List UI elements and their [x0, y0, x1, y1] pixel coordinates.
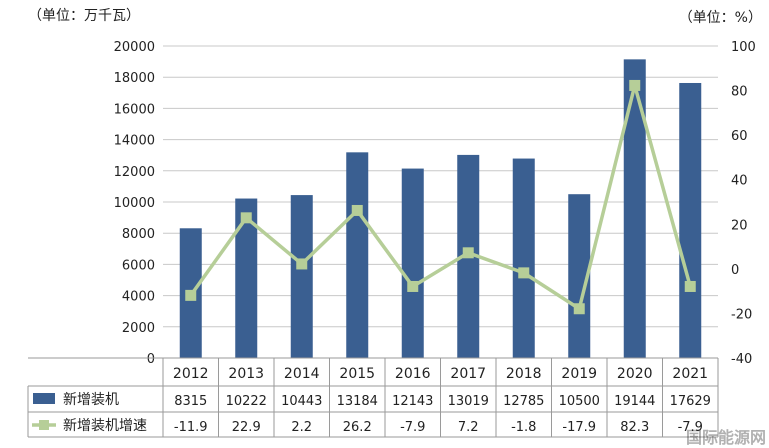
bar-value-label: 10500: [559, 394, 600, 409]
rate-value-label: -7.9: [678, 420, 703, 435]
legend-swatch-marker: [39, 420, 49, 430]
right-tick-label: 80: [731, 85, 748, 100]
category-label: 2013: [228, 366, 264, 382]
growth-rate-point: [518, 267, 530, 279]
left-tick-label: 18000: [114, 71, 155, 86]
left-tick-label: 14000: [114, 134, 155, 149]
rate-value-label: -17.9: [562, 420, 596, 435]
right-tick-label: 0: [731, 263, 739, 278]
growth-rate-point: [185, 289, 197, 301]
left-tick-label: 6000: [122, 258, 155, 273]
legend-label-line: 新增装机增速: [63, 418, 147, 434]
left-tick-label: 8000: [122, 227, 155, 242]
left-tick-label: 10000: [114, 196, 155, 211]
category-label: 2019: [561, 366, 597, 382]
bar-value-label: 13019: [448, 394, 489, 409]
right-tick-label: 60: [731, 129, 748, 144]
left-tick-label: 16000: [114, 102, 155, 117]
right-tick-label: -20: [731, 307, 752, 322]
right-tick-label: 100: [731, 40, 756, 55]
category-label: 2016: [395, 366, 431, 382]
bar-value-label: 12143: [392, 394, 433, 409]
legend-swatch-bars: [33, 393, 55, 404]
bar-value-label: 10443: [281, 394, 322, 409]
growth-rate-point: [462, 247, 474, 259]
right-tick-label: -40: [731, 352, 752, 367]
category-label: 2014: [284, 366, 320, 382]
left-tick-label: 2000: [122, 321, 155, 336]
growth-rate-line: [189, 83, 692, 311]
growth-rate-point: [573, 303, 585, 315]
right-axis-unit-label: （单位：%）: [679, 10, 762, 26]
growth-rate-point: [629, 79, 641, 91]
bar: [235, 198, 258, 358]
bar: [623, 59, 646, 358]
left-tick-label: 4000: [122, 290, 155, 305]
category-label: 2020: [617, 366, 653, 382]
rate-value-label: -7.9: [400, 420, 425, 435]
growth-rate-point: [684, 280, 696, 292]
bar: [290, 195, 313, 358]
watermark: 国际能源网: [686, 428, 766, 447]
left-tick-label: 0: [147, 352, 155, 367]
right-tick-label: 40: [731, 174, 748, 189]
left-axis-unit-label: （单位：万千瓦）: [28, 8, 140, 24]
left-tick-label: 20000: [114, 40, 155, 55]
growth-rate-point: [240, 212, 252, 224]
left-axis-ticks: 0 2000 4000 6000 8000 10000 12000 14000 16000 180…: [114, 40, 155, 367]
category-label: 2012: [173, 366, 209, 382]
bar: [568, 194, 591, 358]
bar-value-label: 12785: [503, 394, 544, 409]
bar-value-label: 10222: [226, 394, 267, 409]
growth-rate-point: [296, 258, 308, 270]
right-axis-ticks: -40 -20 0 20 40 60 80 100: [731, 40, 756, 367]
category-label: 2021: [672, 366, 708, 382]
growth-rate-point: [407, 280, 419, 292]
bar: [401, 168, 424, 358]
right-tick-label: 20: [731, 218, 748, 233]
rate-value-label: -1.8: [511, 420, 536, 435]
category-label: 2015: [339, 366, 375, 382]
bar: [346, 152, 369, 358]
bar: [512, 158, 535, 358]
bar-series: [179, 59, 702, 358]
rate-value-label: 26.2: [343, 420, 372, 435]
rate-value-label: -11.9: [174, 420, 208, 435]
growth-rate-series: [185, 79, 696, 315]
rate-value-label: 7.2: [458, 420, 479, 435]
rate-value-label: 22.9: [232, 420, 261, 435]
rate-value-label: 2.2: [291, 420, 312, 435]
bar: [679, 82, 702, 358]
category-label: 2018: [506, 366, 542, 382]
category-label: 2017: [450, 366, 486, 382]
growth-rate-point: [351, 204, 363, 216]
bar-value-label: 17629: [670, 394, 711, 409]
rate-value-label: 82.3: [620, 420, 649, 435]
data-table: 2012 2013 2014 2015 2016 2017 2018 2019 2020 2021…: [27, 357, 766, 447]
legend-label-bars: 新增装机: [63, 392, 119, 408]
bar-value-label: 13184: [337, 394, 378, 409]
bar-value-label: 19144: [614, 394, 655, 409]
bar-value-label: 8315: [174, 394, 207, 409]
left-tick-label: 12000: [114, 165, 155, 180]
